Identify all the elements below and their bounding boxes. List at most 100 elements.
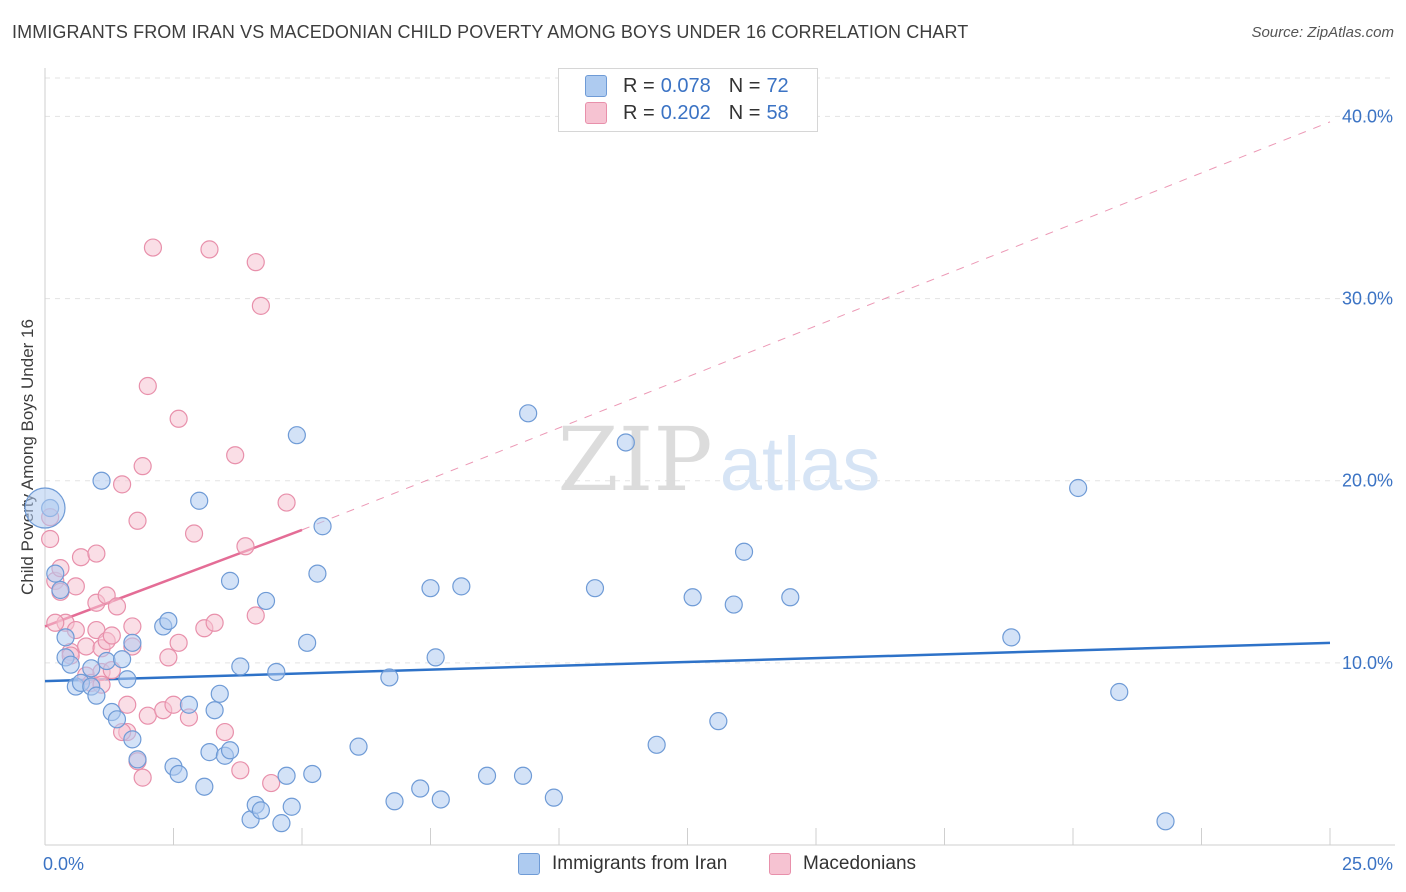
iran-point (734, 542, 754, 561)
iran-point (1110, 682, 1129, 702)
iran-point (308, 564, 327, 583)
macedonians-point (41, 529, 60, 549)
legend-row-iran: R = 0.078 N = 72 (585, 73, 789, 99)
iran-point (267, 662, 286, 682)
macedonians-point (138, 376, 157, 396)
macedonians-point (184, 524, 204, 543)
iran-point (123, 730, 142, 749)
iran-point (24, 487, 66, 529)
iran-point (56, 628, 75, 647)
iran-point (709, 712, 728, 731)
legend-r-value: 0.202 (660, 101, 711, 124)
x-tick-label: 25.0% (1342, 854, 1393, 874)
gridlines (45, 77, 1395, 664)
macedonians-point (246, 606, 265, 625)
iran-point (647, 735, 666, 754)
macedonians-point (169, 409, 188, 428)
macedonians-point (123, 617, 142, 636)
macedonians-point (77, 637, 96, 656)
iran-point (277, 766, 296, 785)
macedonians-point (138, 706, 157, 725)
macedonians-point (133, 768, 152, 787)
iran-trend-line (44, 641, 1331, 683)
iran-point (1069, 478, 1088, 498)
legend-swatch-macedonians (585, 102, 607, 124)
iran-point (220, 741, 240, 760)
y-tick-label: 30.0% (1342, 289, 1393, 309)
legend-n-label: N = (728, 101, 761, 124)
chart-title: IMMIGRANTS FROM IRAN VS MACEDONIAN CHILD… (12, 22, 969, 42)
iran-point (616, 433, 635, 452)
bottom-legend-label-iran: Immigrants from Iran (552, 853, 728, 874)
iran-point (519, 404, 538, 423)
legend-n-value: 72 (766, 74, 789, 97)
iran-point (107, 710, 127, 729)
macedonians-point (71, 548, 91, 567)
iran-point (159, 611, 178, 631)
iran-point (282, 797, 301, 816)
iran-point (190, 491, 209, 510)
iran-point (195, 777, 214, 796)
macedonians-point (236, 537, 255, 556)
iran-point (231, 657, 250, 676)
macedonians-point (87, 544, 106, 563)
iran-point (256, 591, 276, 611)
macedonians-point (164, 695, 183, 714)
macedonians-point (46, 613, 65, 632)
legend-swatch-iran (585, 75, 607, 97)
watermark: ZIP atlas (557, 408, 880, 511)
macedonians-point (143, 238, 163, 257)
bottom-legend-macedonians: Macedonians (769, 852, 916, 876)
watermark-zip: ZIP (557, 408, 712, 511)
legend-n-label: N = (728, 74, 761, 97)
axes (44, 68, 1395, 846)
iran-point (1156, 812, 1175, 831)
macedonians-point (133, 457, 152, 476)
macedonians-point (107, 597, 127, 616)
correlation-legend: R = 0.078 N = 72 R = 0.202 N = 58 (558, 68, 818, 132)
iran-point (452, 577, 471, 596)
y-tick-label: 40.0% (1342, 106, 1393, 126)
iran-point (513, 766, 533, 785)
macedonians-point (200, 240, 219, 259)
macedonians-point (118, 695, 137, 714)
macedonians-point (251, 296, 270, 315)
iran-point (477, 766, 497, 785)
macedonians-point (231, 761, 250, 780)
macedonians-point (215, 722, 234, 742)
iran-point (298, 633, 317, 652)
macedonians-trend-line (44, 528, 303, 628)
legend-row-macedonians: R = 0.202 N = 58 (585, 100, 789, 126)
iran-point (421, 579, 440, 598)
macedonians-point (277, 493, 296, 512)
iran-point (544, 788, 563, 807)
macedonians-point (226, 446, 245, 465)
macedonians-point (159, 648, 178, 667)
trend-lines (44, 121, 1331, 683)
iran-point (61, 655, 80, 674)
macedonians-points (41, 238, 296, 793)
macedonians-point (262, 773, 281, 793)
legend-n-value: 58 (766, 101, 789, 124)
tick-labels: 10.0% 20.0% 30.0% 40.0% 0.0% 25.0% (43, 106, 1393, 874)
macedonians-point (66, 577, 85, 596)
iran-point (426, 648, 445, 667)
iran-point (123, 633, 142, 652)
macedonians-point (112, 475, 132, 494)
legend-r-label: R = (623, 101, 655, 124)
iran-point (781, 588, 800, 607)
iran-point (210, 684, 229, 703)
iran-point (46, 564, 65, 583)
iran-point (287, 426, 306, 445)
iran-point (380, 668, 399, 687)
iran-point (118, 670, 137, 689)
iran-point (272, 814, 291, 833)
iran-point (1002, 628, 1021, 647)
source-label: Source: ZipAtlas.com (1251, 24, 1394, 41)
iran-point (683, 588, 702, 607)
iran-point (169, 764, 188, 784)
iran-point (112, 650, 132, 669)
iran-points (24, 404, 1175, 833)
macedonians-point (102, 626, 121, 645)
